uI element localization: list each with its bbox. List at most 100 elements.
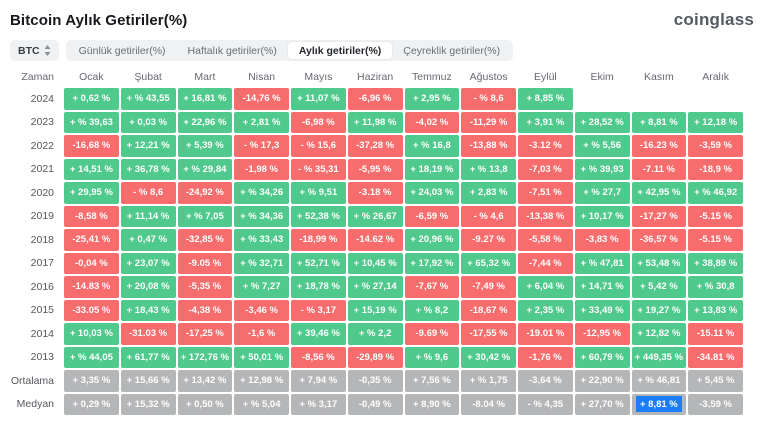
return-cell[interactable]: -7,49 % [461, 276, 516, 298]
return-cell[interactable]: -1,6 % [234, 323, 289, 345]
return-cell[interactable]: + 2,81 % [234, 111, 289, 133]
return-cell[interactable]: + 12,21 % [120, 135, 176, 157]
return-cell[interactable]: + 5,42 % [631, 276, 687, 298]
return-cell[interactable]: -16,68 % [64, 135, 119, 157]
return-cell[interactable]: -24,92 % [177, 182, 233, 204]
return-cell[interactable]: + 14,71 % [574, 276, 630, 298]
return-cell[interactable]: -8,56 % [291, 346, 346, 368]
return-cell[interactable]: -7,51 % [518, 182, 573, 204]
return-cell[interactable]: -0,04 % [64, 252, 119, 274]
return-cell[interactable]: -16.23 % [631, 135, 687, 157]
return-cell[interactable]: + 172,76 % [177, 346, 233, 368]
return-cell[interactable]: + 7,56 % [404, 370, 460, 392]
return-cell[interactable]: + 13,83 % [688, 299, 743, 321]
return-cell[interactable]: -34.81 % [688, 346, 743, 368]
return-cell[interactable]: + % 30,8 [688, 276, 743, 298]
return-cell[interactable]: -6,96 % [347, 88, 403, 110]
return-cell[interactable]: + 10,45 % [347, 252, 403, 274]
tab-quarterly-returns[interactable]: Çeyreklik getiriler(%) [403, 44, 501, 57]
return-cell[interactable]: + 12,98 % [234, 370, 289, 392]
return-cell[interactable]: -5,58 % [518, 229, 573, 251]
return-cell[interactable]: + 0,62 % [64, 88, 119, 110]
return-cell[interactable]: -5,35 % [177, 276, 233, 298]
return-cell[interactable]: + % 9,51 [291, 182, 346, 204]
return-cell[interactable]: + 2,95 % [404, 88, 460, 110]
return-cell[interactable]: - % 17,3 [234, 135, 289, 157]
return-cell[interactable]: + % 39,93 [574, 158, 630, 180]
return-cell[interactable]: -37,28 % [347, 135, 403, 157]
return-cell[interactable]: + 5,39 % [177, 135, 233, 157]
return-cell[interactable]: + 0,03 % [120, 111, 176, 133]
return-cell[interactable]: - % 8,6 [120, 182, 176, 204]
return-cell[interactable]: + 39,46 % [291, 323, 346, 345]
return-cell[interactable]: + 24,03 % [404, 182, 460, 204]
return-cell[interactable]: + 61,77 % [120, 346, 176, 368]
return-cell[interactable]: + % 43,55 [120, 88, 176, 110]
tab-monthly-returns[interactable]: Aylık getiriler(%) [287, 42, 393, 59]
return-cell[interactable]: + 60,79 % [574, 346, 630, 368]
return-cell[interactable]: + 30,42 % [461, 346, 516, 368]
return-cell[interactable]: + 22,90 % [574, 370, 630, 392]
return-cell[interactable]: + 27,70 % [574, 393, 630, 415]
return-cell[interactable]: -18,9 % [688, 158, 743, 180]
return-cell[interactable]: -8,58 % [64, 205, 119, 227]
return-cell[interactable]: + % 26,67 [347, 205, 403, 227]
return-cell[interactable]: + 3,91 % [518, 111, 573, 133]
return-cell[interactable]: + 50,01 % [234, 346, 289, 368]
return-cell[interactable]: -33.05 % [64, 299, 119, 321]
return-cell[interactable]: + 8,90 % [404, 393, 460, 415]
return-cell[interactable]: -5.15 % [688, 205, 743, 227]
return-cell[interactable]: + 10,03 % [64, 323, 119, 345]
return-cell[interactable]: -13,88 % [461, 135, 516, 157]
return-cell[interactable]: + 2,35 % [518, 299, 573, 321]
return-cell[interactable]: + 20,96 % [404, 229, 460, 251]
return-cell[interactable]: + 65,32 % [461, 252, 516, 274]
return-cell[interactable]: + 10,17 % [574, 205, 630, 227]
return-cell[interactable]: - % 35,31 [291, 158, 346, 180]
return-cell[interactable]: -36,57 % [631, 229, 687, 251]
return-cell[interactable]: -14.62 % [347, 229, 403, 251]
return-cell[interactable]: -8.04 % [461, 393, 516, 415]
return-cell[interactable]: + 18,43 % [120, 299, 176, 321]
return-cell[interactable]: -6,59 % [404, 205, 460, 227]
return-cell[interactable]: + 8,81 % [631, 393, 687, 415]
return-cell[interactable]: -19.01 % [518, 323, 573, 345]
return-cell[interactable]: + % 39,63 [64, 111, 119, 133]
return-cell[interactable]: + 18,19 % [404, 158, 460, 180]
return-cell[interactable]: -3,59 % [688, 135, 743, 157]
return-cell[interactable]: -17,27 % [631, 205, 687, 227]
return-cell[interactable]: + 12,18 % [688, 111, 743, 133]
return-cell[interactable]: + 6,04 % [518, 276, 573, 298]
return-cell[interactable]: + % 46,81 [631, 370, 687, 392]
return-cell[interactable]: + % 5,04 [234, 393, 289, 415]
return-cell[interactable]: -12,95 % [574, 323, 630, 345]
return-cell[interactable]: + 33,49 % [574, 299, 630, 321]
return-cell[interactable]: + 12,82 % [631, 323, 687, 345]
return-cell[interactable]: -1,76 % [518, 346, 573, 368]
return-cell[interactable]: + 0,47 % [120, 229, 176, 251]
return-cell[interactable]: -5,95 % [347, 158, 403, 180]
return-cell[interactable]: -3.18 % [347, 182, 403, 204]
return-cell[interactable]: + 20,08 % [120, 276, 176, 298]
return-cell[interactable]: + 38,89 % [688, 252, 743, 274]
return-cell[interactable]: + % 2,2 [347, 323, 403, 345]
return-cell[interactable]: + 8,81 % [631, 111, 687, 133]
return-cell[interactable]: + 28,52 % [574, 111, 630, 133]
return-cell[interactable]: -3,64 % [518, 370, 573, 392]
return-cell[interactable]: -14.83 % [64, 276, 119, 298]
return-cell[interactable]: -25,41 % [64, 229, 119, 251]
return-cell[interactable]: + 52,71 % [291, 252, 346, 274]
return-cell[interactable]: + 0,29 % [64, 393, 119, 415]
return-cell[interactable]: + 11,07 % [291, 88, 346, 110]
return-cell[interactable]: -13,38 % [518, 205, 573, 227]
return-cell[interactable]: + 5,45 % [688, 370, 743, 392]
return-cell[interactable]: -11,29 % [461, 111, 516, 133]
return-cell[interactable]: -4,02 % [404, 111, 460, 133]
return-cell[interactable]: + 15,66 % [120, 370, 176, 392]
return-cell[interactable]: -3,83 % [574, 229, 630, 251]
return-cell[interactable]: -6,98 % [291, 111, 346, 133]
return-cell[interactable]: -18,67 % [461, 299, 516, 321]
return-cell[interactable]: + 449,35 % [631, 346, 687, 368]
return-cell[interactable]: + 18,78 % [291, 276, 346, 298]
return-cell[interactable]: + % 1,75 [461, 370, 516, 392]
